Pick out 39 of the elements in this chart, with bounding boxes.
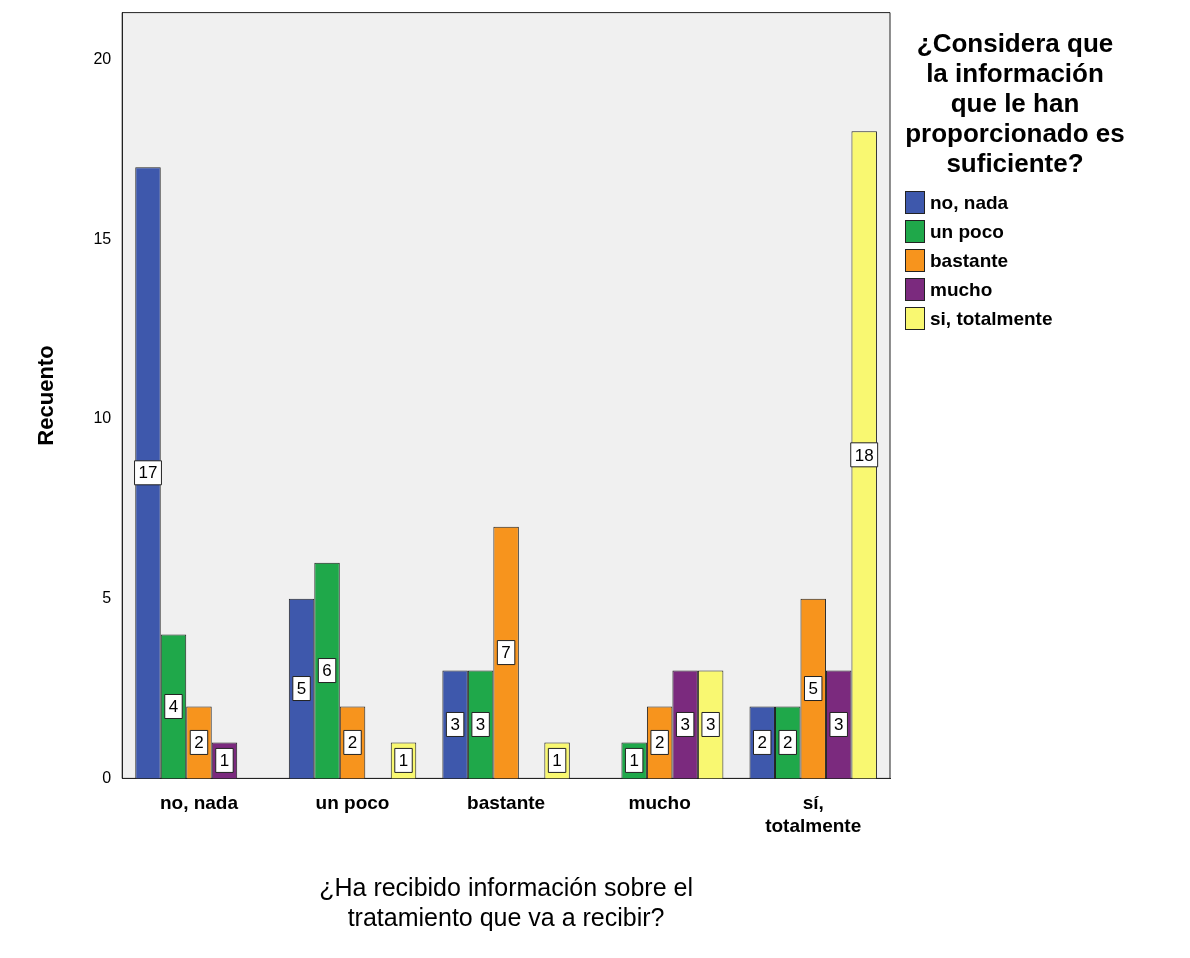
y-tick-label: 10	[93, 409, 112, 427]
data-label: 5	[296, 679, 307, 699]
data-label: 18	[854, 445, 874, 465]
data-label: 2	[757, 733, 767, 753]
data-label: 4	[168, 697, 179, 717]
data-label: 2	[347, 733, 358, 753]
x-tick-label: mucho	[628, 792, 691, 814]
data-label: 2	[782, 733, 793, 753]
data-label: 5	[808, 679, 818, 699]
y-tick-label: 15	[93, 229, 112, 247]
legend-label: bastante	[930, 249, 1009, 272]
legend-label: no, nada	[930, 191, 1009, 214]
legend-label: si, totalmente	[930, 307, 1053, 330]
data-label: 3	[680, 715, 690, 735]
data-label: 1	[219, 751, 230, 771]
data-label: 3	[475, 715, 486, 735]
legend-label: un poco	[930, 220, 1004, 243]
data-label: 1	[552, 751, 562, 771]
data-label: 3	[450, 715, 460, 735]
x-tick-label: no, nada	[159, 792, 239, 814]
data-label: 3	[833, 715, 844, 735]
y-axis-title: Recuento	[33, 345, 59, 446]
y-tick-label: 0	[102, 768, 112, 786]
data-label: 6	[322, 661, 332, 681]
data-label: 2	[194, 733, 204, 753]
data-label: 3	[705, 715, 716, 735]
y-tick-label: 5	[102, 589, 112, 607]
data-label: 2	[654, 733, 665, 753]
y-tick-label: 20	[93, 49, 112, 67]
legend-title: ¿Considera que la información que le han proporcionado es suficiente?	[905, 28, 1125, 178]
data-label: 1	[629, 751, 639, 771]
x-tick-label: bastante	[467, 792, 546, 814]
x-tick-label: un poco	[315, 792, 390, 814]
legend-label: mucho	[930, 278, 993, 301]
data-label: 7	[501, 643, 511, 663]
x-axis-title: ¿Ha recibido información sobre el tratamiento que va a recibir?	[319, 872, 693, 931]
x-tick-label: sí, totalmente	[765, 792, 862, 836]
data-label: 1	[398, 751, 409, 771]
data-label: 17	[138, 463, 158, 483]
